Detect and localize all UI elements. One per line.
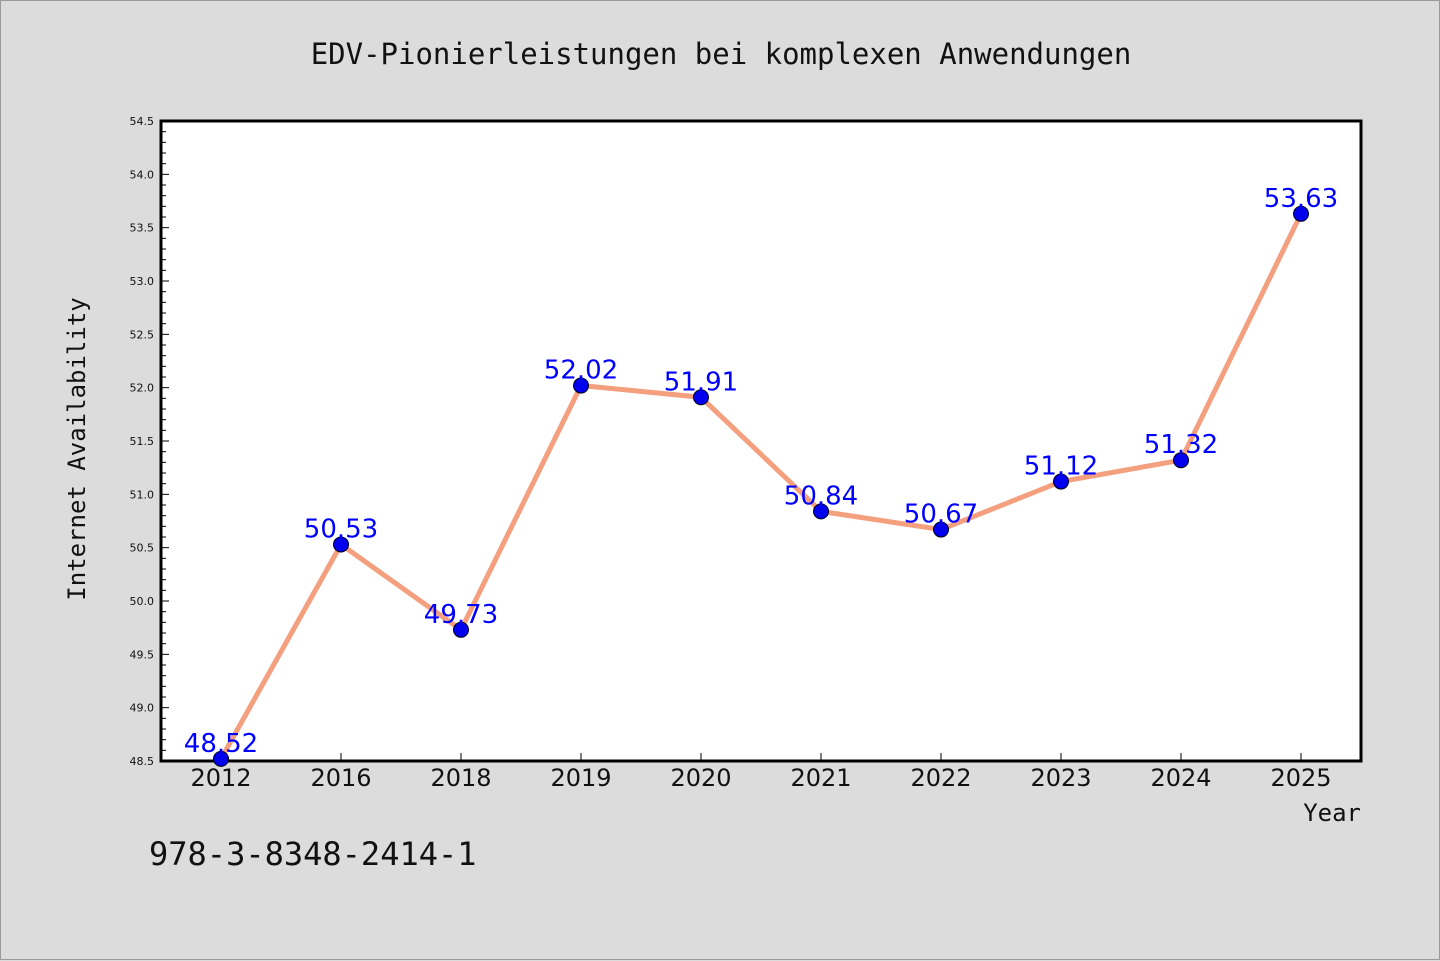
data-point xyxy=(1173,452,1189,469)
x-tick-label: 2018 xyxy=(430,764,491,792)
y-tick-label: 50.0 xyxy=(130,595,155,608)
data-point xyxy=(1053,473,1069,490)
x-tick-label: 2024 xyxy=(1150,764,1211,792)
y-tick-label: 54.5 xyxy=(130,115,155,128)
x-tick-label: 2025 xyxy=(1270,764,1331,792)
y-tick-label: 49.0 xyxy=(130,702,155,715)
data-label: 50.84 xyxy=(784,481,858,511)
data-point xyxy=(453,621,469,638)
y-tick-label: 53.0 xyxy=(130,275,155,288)
x-tick-label: 2020 xyxy=(670,764,731,792)
data-point xyxy=(573,377,589,394)
data-label: 50.67 xyxy=(904,500,978,530)
data-label: 52.02 xyxy=(544,356,618,386)
series-line xyxy=(218,212,1304,761)
y-tick-label: 51.5 xyxy=(130,435,155,448)
series-layer: 48.52 50.53 49.73 52.02 51.91 50.84 50.67 51.12… xyxy=(184,184,1338,767)
isbn-text: 978-3-8348-2414-1 xyxy=(149,835,477,873)
plot-area xyxy=(159,119,1363,763)
data-label: 51.12 xyxy=(1024,452,1098,482)
y-tick-label: 52.5 xyxy=(130,328,155,341)
data-point xyxy=(1293,205,1309,222)
x-tick-label: 2016 xyxy=(310,764,371,792)
data-label: 51.32 xyxy=(1144,430,1218,460)
x-tick-label: 2021 xyxy=(790,764,851,792)
y-tick-label: 52.0 xyxy=(130,382,155,395)
y-tick-label: 48.5 xyxy=(130,755,155,768)
y-tick-label: 54.0 xyxy=(130,168,155,181)
data-label: 50.53 xyxy=(304,514,378,544)
x-axis-label: Year xyxy=(1303,799,1361,827)
y-tick-label: 49.5 xyxy=(130,648,155,661)
x-tick-label: 2023 xyxy=(1030,764,1091,792)
y-axis: 48.5 49.0 49.5 50.0 50.5 51.0 51.5 52.0 52.5 53.0… xyxy=(130,115,169,768)
data-point xyxy=(813,503,829,520)
data-label: 51.91 xyxy=(664,367,738,397)
data-label: 53.63 xyxy=(1264,184,1338,214)
data-point xyxy=(693,389,709,406)
x-axis: 2012 2016 2018 2019 2020 2021 2022 2023 2024 2025 xyxy=(190,753,1332,792)
data-point xyxy=(333,536,349,553)
y-tick-label: 50.5 xyxy=(130,542,155,555)
y-axis-label: Internet Availability xyxy=(63,297,91,600)
data-point xyxy=(933,521,949,538)
x-tick-label: 2012 xyxy=(190,764,251,792)
data-point xyxy=(213,750,229,767)
data-label: 49.73 xyxy=(424,600,498,630)
x-tick-label: 2019 xyxy=(550,764,611,792)
x-tick-label: 2022 xyxy=(910,764,971,792)
data-label: 48.52 xyxy=(184,729,258,759)
y-tick-label: 53.5 xyxy=(130,222,155,235)
chart-title: EDV-Pionierleistungen bei komplexen Anwe… xyxy=(311,37,1132,71)
y-tick-label: 51.0 xyxy=(130,488,155,501)
